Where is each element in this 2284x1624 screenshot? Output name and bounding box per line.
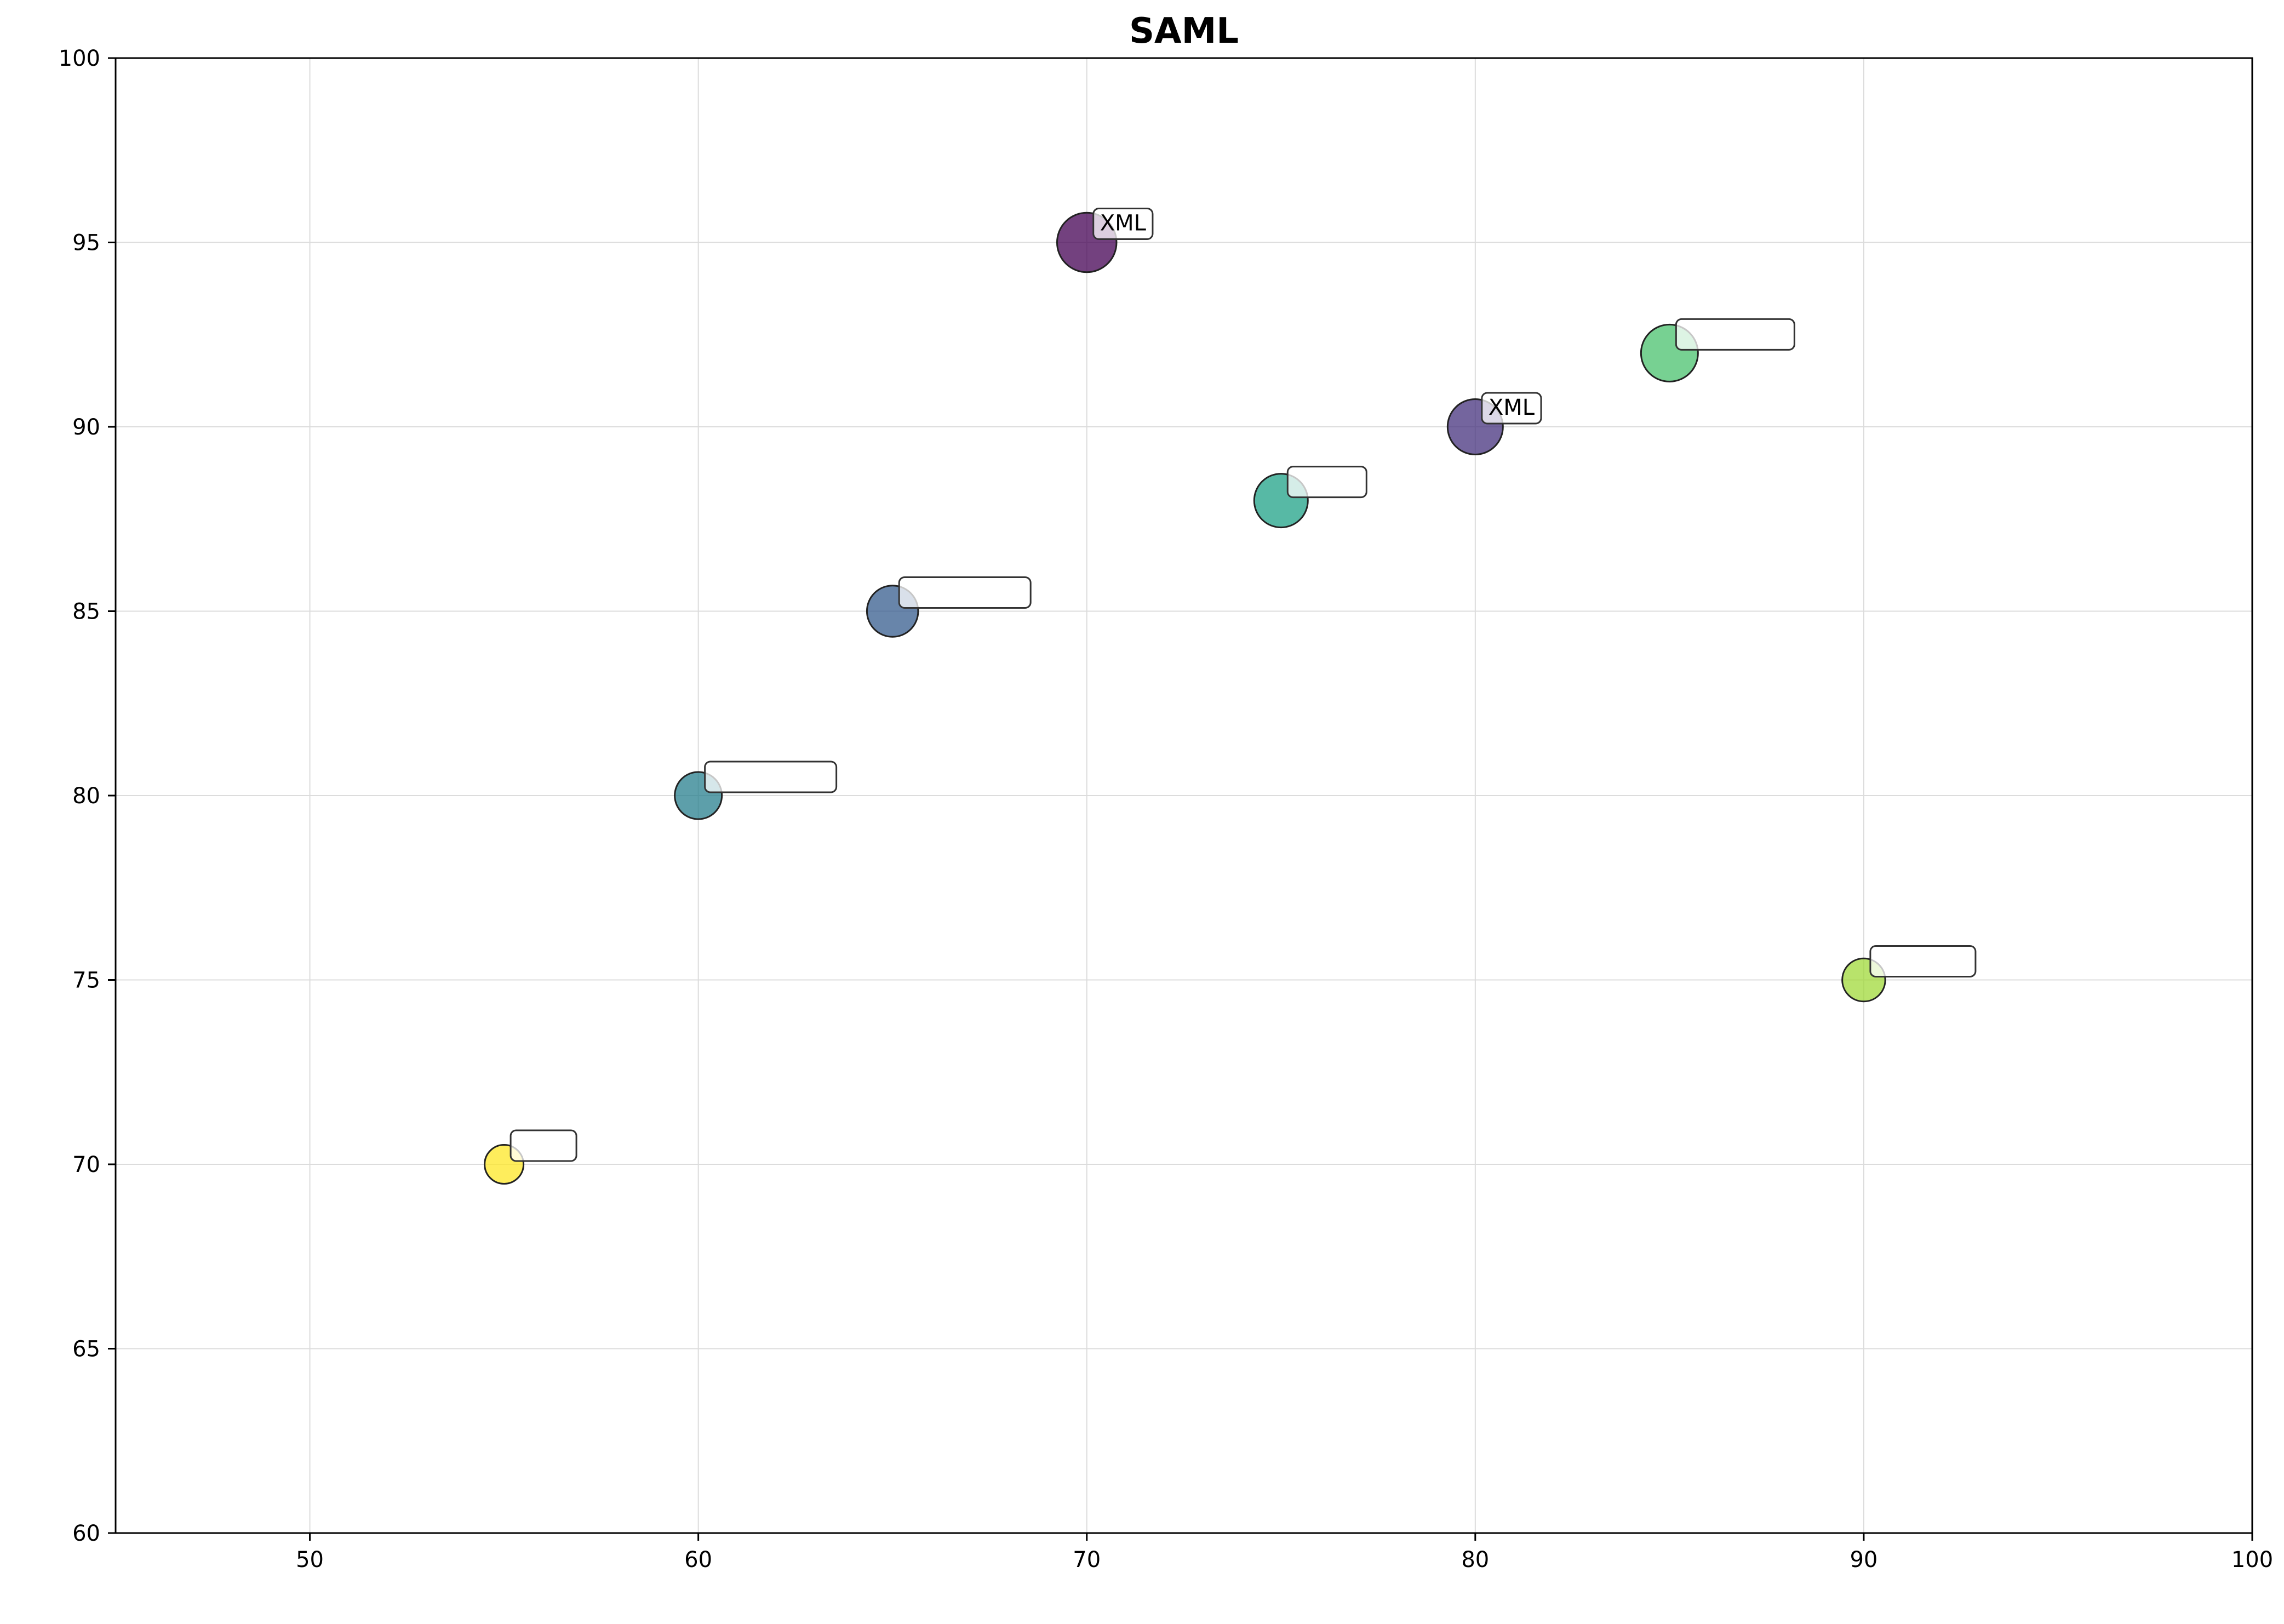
point-label: XML​​​​​​: [1100, 211, 1147, 236]
point-label-box: ​​​​​: [1286, 466, 1367, 499]
x-tick-label: 50: [296, 1547, 324, 1572]
point-label-box: XML​​​: [1481, 392, 1542, 425]
point-label-box: ​​​​: [510, 1129, 577, 1162]
chart-title: SAML​​​​​​​​​​​​​​​: [1129, 11, 1239, 52]
point-label-box: ​​​​​​​​: [1675, 318, 1795, 351]
point-label-background: [1869, 945, 1977, 977]
point-label-background: [1286, 466, 1367, 499]
point-label-box: ​​​​​​​​​: [898, 576, 1032, 609]
y-tick-label: 75: [72, 968, 100, 993]
x-tick-label: 90: [1850, 1547, 1877, 1572]
y-tick-label: 60: [72, 1521, 100, 1546]
y-tick-label: 85: [72, 599, 100, 625]
x-tick-label: 60: [684, 1547, 712, 1572]
point-label-box: ​​​​​​​: [1869, 945, 1977, 977]
point-label-background: [1092, 208, 1154, 240]
point-label-background: [898, 576, 1032, 609]
point-label-background: [704, 760, 838, 793]
x-tick-label: 70: [1073, 1547, 1101, 1572]
x-tick-label: 80: [1461, 1547, 1489, 1572]
point-label-background: [1675, 318, 1795, 351]
y-tick-label: 65: [72, 1337, 100, 1362]
y-tick-label: 95: [72, 231, 100, 256]
point-label-background: [1481, 392, 1542, 425]
point-label-background: [510, 1129, 577, 1162]
point-label-box: ​​​​​​​​​: [704, 760, 838, 793]
x-tick-label: 100: [2231, 1547, 2273, 1572]
y-tick-label: 100: [59, 46, 100, 71]
point-label: XML​​​: [1489, 395, 1535, 420]
y-tick-label: 70: [72, 1152, 100, 1177]
y-tick-label: 80: [72, 784, 100, 809]
y-tick-label: 90: [72, 415, 100, 440]
point-label-box: XML​​​​​​: [1092, 208, 1154, 240]
data-points: [484, 211, 1886, 1185]
grid: [116, 58, 2253, 1534]
point-labels: XML​​​​​​XML​​​​​​​​​​​​​​​​​​​​​​​​​​​​…: [510, 208, 1977, 1162]
axis-ticks: 50 60 70 80 90 100 60 65 70 75 80 85 90 95 100: [59, 46, 2274, 1572]
